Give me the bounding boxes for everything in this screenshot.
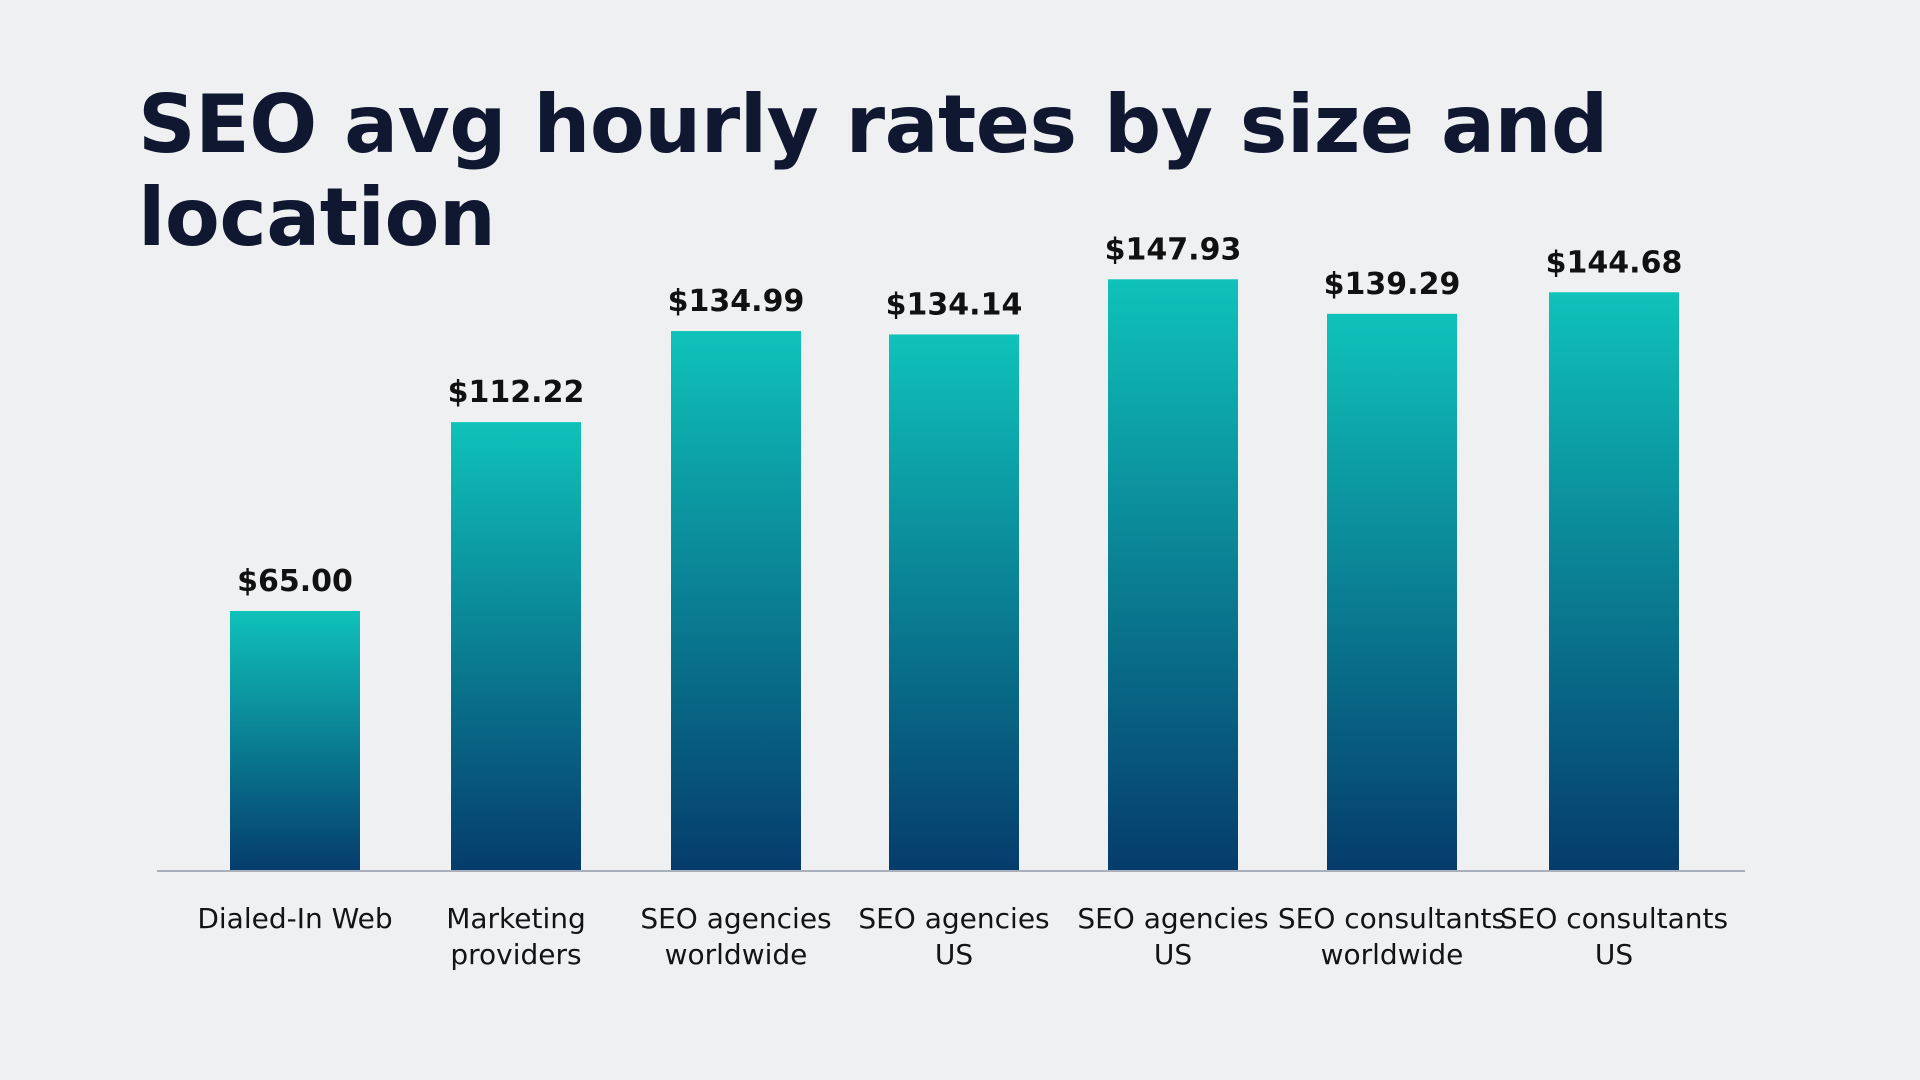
bar [1327,313,1457,872]
x-tick-label: SEO consultants [1278,902,1506,935]
x-tick-label: Marketing [446,902,586,935]
bar [889,334,1019,871]
x-tick-label: US [935,938,973,971]
data-label: $65.00 [237,564,353,599]
bar [1549,292,1679,871]
data-label: $139.29 [1324,267,1461,302]
data-label: $134.99 [668,284,805,319]
x-tick-label: providers [450,938,581,971]
data-label: $112.22 [448,375,585,410]
bar [230,611,360,871]
x-tick-label: US [1595,938,1633,971]
data-label: $144.68 [1546,245,1683,280]
bar [451,422,581,871]
x-tick-label: Dialed-In Web [197,902,392,935]
bar [1108,279,1238,871]
x-tick-label: SEO agencies [1077,902,1268,935]
data-label: $147.93 [1105,232,1242,267]
x-tick-label: worldwide [1321,938,1464,971]
chart-title: SEO avg hourly rates by size and locatio… [138,78,1608,264]
x-tick-label: worldwide [665,938,808,971]
x-tick-label: SEO agencies [858,902,1049,935]
x-tick-label: SEO consultants [1500,902,1728,935]
data-label: $134.14 [886,287,1023,322]
x-tick-label: US [1154,938,1192,971]
x-tick-label: SEO agencies [640,902,831,935]
bar [671,331,801,871]
